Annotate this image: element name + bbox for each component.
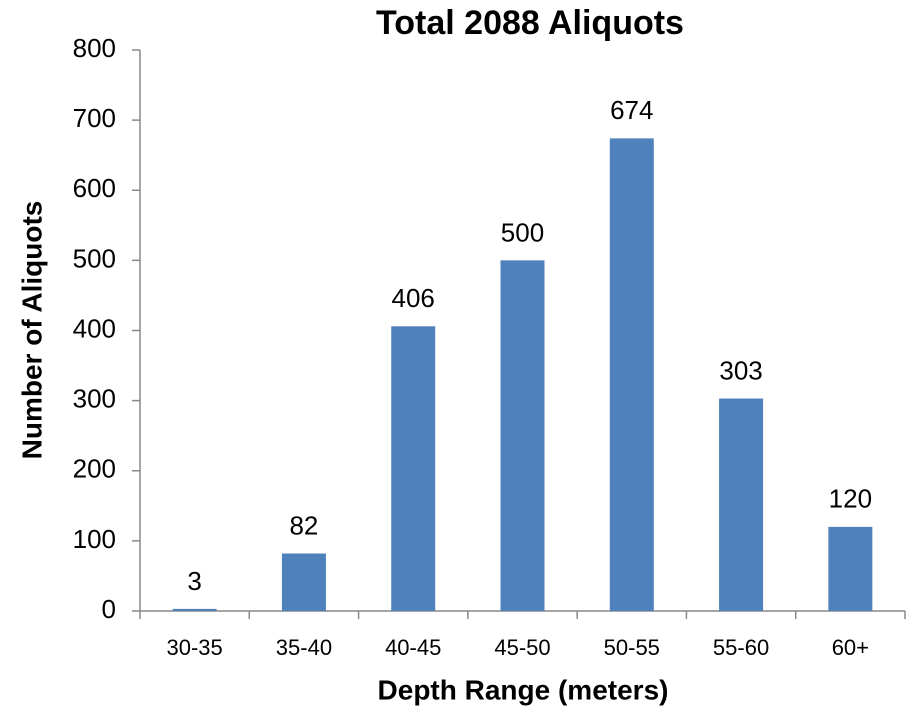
x-tick-label: 50-55 — [604, 635, 660, 660]
y-tick-label: 300 — [73, 384, 116, 414]
y-tick-label: 100 — [73, 524, 116, 554]
data-label: 674 — [610, 95, 653, 125]
x-tick-label: 40-45 — [385, 635, 441, 660]
bar — [391, 326, 436, 611]
x-tick-label: 55-60 — [713, 635, 769, 660]
x-tick-label: 30-35 — [167, 635, 223, 660]
chart-title: Total 2088 Aliquots — [376, 4, 684, 42]
y-tick-label: 700 — [73, 103, 116, 133]
bar — [609, 138, 654, 612]
bar — [719, 398, 764, 611]
data-label: 120 — [829, 484, 872, 514]
data-label: 500 — [501, 217, 544, 247]
y-tick-label: 400 — [73, 313, 116, 343]
x-axis-label: Depth Range (meters) — [378, 674, 669, 705]
y-tick-label: 200 — [73, 454, 116, 484]
x-tick-label: 60+ — [832, 635, 869, 660]
data-label: 3 — [187, 566, 201, 596]
y-tick-label: 500 — [73, 243, 116, 273]
data-label: 303 — [719, 355, 762, 385]
bar — [281, 553, 326, 611]
y-tick-label: 800 — [73, 33, 116, 63]
y-axis-label: Number of Aliquots — [16, 201, 47, 460]
data-label: 82 — [289, 510, 318, 540]
bar — [828, 526, 873, 611]
bar — [172, 608, 217, 611]
x-tick-label: 35-40 — [276, 635, 332, 660]
data-label: 406 — [392, 283, 435, 313]
bar — [500, 260, 545, 611]
x-tick-label: 45-50 — [494, 635, 550, 660]
y-tick-label: 600 — [73, 173, 116, 203]
y-tick-label: 0 — [102, 594, 116, 624]
